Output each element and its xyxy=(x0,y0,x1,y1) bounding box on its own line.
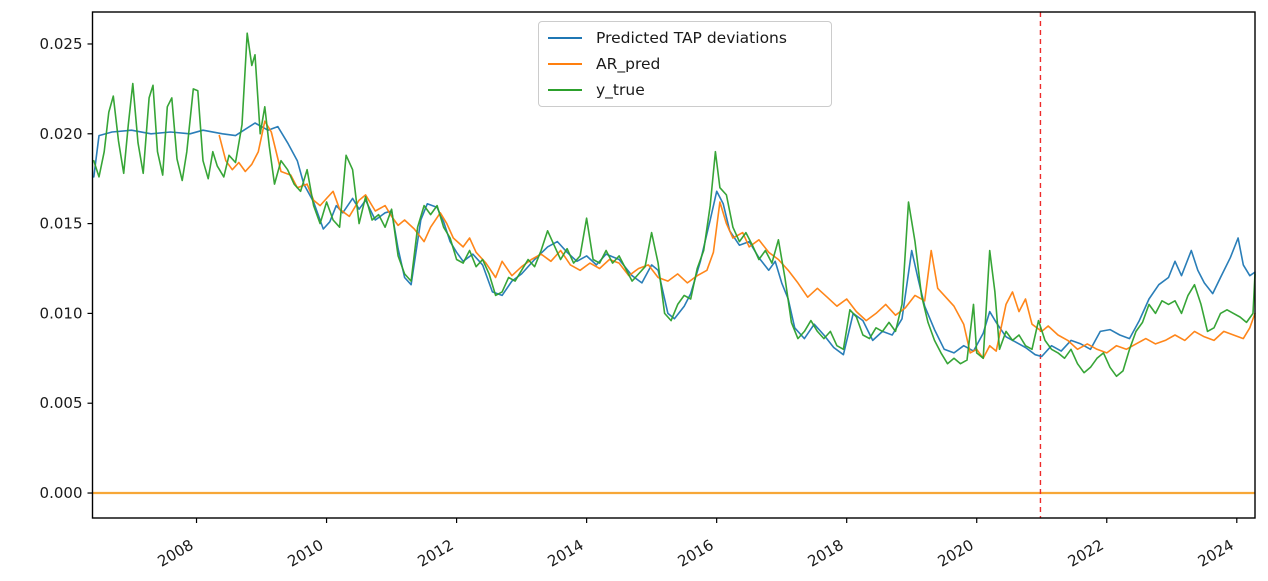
y-tick-label: 0.015 xyxy=(40,215,83,233)
legend-label: y_true xyxy=(596,81,645,99)
legend-label: AR_pred xyxy=(596,55,661,73)
legend: Predicted TAP deviations AR_pred y_true xyxy=(538,21,832,107)
series-line-2 xyxy=(93,32,1256,378)
legend-item-y-true: y_true xyxy=(548,77,821,103)
x-tick-label: 2020 xyxy=(935,536,977,571)
legend-item-ar-pred: AR_pred xyxy=(548,51,821,77)
x-tick-label: 2022 xyxy=(1065,536,1107,571)
plot-border xyxy=(91,11,1256,519)
legend-item-predicted-tap: Predicted TAP deviations xyxy=(548,25,821,51)
series-line-1 xyxy=(218,120,1256,360)
legend-label: Predicted TAP deviations xyxy=(596,29,787,47)
y-tick-label: 0.000 xyxy=(40,484,83,502)
y-tick-label: 0.010 xyxy=(40,304,83,322)
x-tick-label: 2018 xyxy=(805,536,847,571)
y-tick-label: 0.005 xyxy=(40,394,83,412)
x-tick-label: 2016 xyxy=(675,536,717,571)
x-tick-label: 2008 xyxy=(154,536,196,571)
legend-line-swatch-orange xyxy=(548,63,582,65)
legend-line-swatch-green xyxy=(548,89,582,91)
x-tick-label: 2012 xyxy=(415,536,457,571)
x-tick-label: 2014 xyxy=(545,536,587,571)
x-tick-label: 2010 xyxy=(284,536,326,571)
y-tick-label: 0.025 xyxy=(40,35,83,53)
x-tick-label: 2024 xyxy=(1195,536,1237,571)
series-line-0 xyxy=(93,122,1256,358)
y-tick-label: 0.020 xyxy=(40,125,83,143)
legend-line-swatch-blue xyxy=(548,37,582,39)
